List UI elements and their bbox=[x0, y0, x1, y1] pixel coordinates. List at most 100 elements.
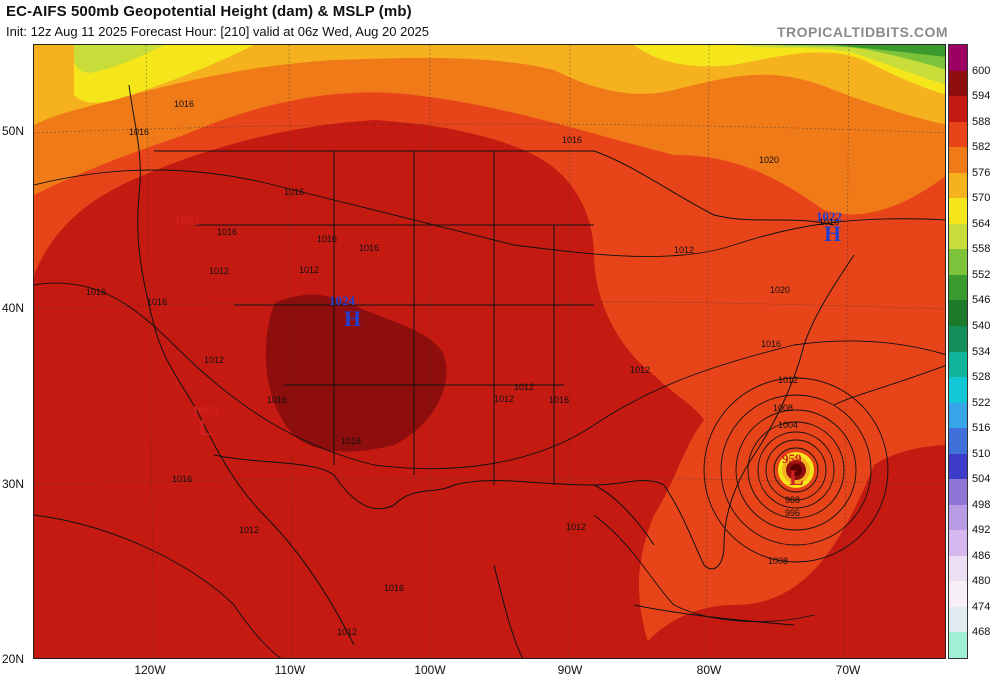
color-scale-segment bbox=[949, 121, 967, 148]
low-marker-hurricane-letter: L bbox=[789, 465, 804, 490]
lat-label: 50N bbox=[2, 124, 25, 138]
high-marker-ne-value: 1022 bbox=[816, 209, 842, 224]
isobar-label: 1012 bbox=[494, 394, 514, 404]
isobar-label: 1012 bbox=[674, 245, 694, 255]
isobar-label: 1012 bbox=[630, 365, 650, 375]
isobar-label: 1012 bbox=[566, 522, 586, 532]
band-600 bbox=[265, 293, 447, 452]
isobar-label: 1016 bbox=[147, 297, 167, 307]
color-scale-label: 570 bbox=[972, 192, 991, 205]
isobar-label: 1016 bbox=[129, 127, 149, 137]
color-scale-segment bbox=[949, 198, 967, 225]
isobar-label: 1012 bbox=[239, 525, 259, 535]
color-scale-label: 468 bbox=[972, 626, 991, 639]
map-subtitle: Init: 12z Aug 11 2025 Forecast Hour: [21… bbox=[6, 24, 430, 39]
isobar-label: 1020 bbox=[770, 285, 790, 295]
color-scale-label: 600 bbox=[972, 64, 991, 77]
isobar-label: 1008 bbox=[773, 403, 793, 413]
map-canvas: H 1024 H 1022 L 959 L 1009 1003 1016 101… bbox=[34, 45, 945, 658]
lon-label: 100W bbox=[414, 663, 446, 677]
color-scale-label: 474 bbox=[972, 600, 991, 613]
coastlines bbox=[128, 84, 855, 658]
lat-label: 30N bbox=[2, 477, 25, 491]
high-marker-plains-value: 1024 bbox=[329, 293, 356, 308]
color-scale-segment bbox=[949, 555, 967, 582]
color-scale-segment bbox=[949, 96, 967, 123]
color-scale-segment bbox=[949, 70, 967, 97]
color-scale-label: 594 bbox=[972, 90, 991, 103]
lon-label: 90W bbox=[557, 663, 583, 677]
color-scale-label: 564 bbox=[972, 217, 991, 230]
band-570 bbox=[34, 45, 945, 95]
color-scale-segment bbox=[949, 428, 967, 455]
color-scale-label: 498 bbox=[972, 498, 991, 511]
isobar-label: 1016 bbox=[359, 243, 379, 253]
isobar-label: 1020 bbox=[759, 155, 779, 165]
color-scale-bar bbox=[948, 44, 968, 659]
isobar-label: 1016 bbox=[267, 395, 287, 405]
high-marker-plains-letter: H bbox=[344, 306, 361, 331]
color-scale-segment bbox=[949, 581, 967, 608]
color-scale-segment bbox=[949, 402, 967, 429]
color-scale-label: 540 bbox=[972, 319, 991, 332]
band-594-west bbox=[107, 191, 458, 425]
color-scale-label: 546 bbox=[972, 294, 991, 307]
isobar-label: 996 bbox=[785, 508, 800, 518]
band-594-east bbox=[635, 445, 945, 658]
isobar-label: 1016 bbox=[549, 395, 569, 405]
color-scale-label: 510 bbox=[972, 447, 991, 460]
isobar-label: 1016 bbox=[341, 436, 361, 446]
graticule bbox=[34, 45, 945, 658]
brand-watermark: TROPICALTIDBITS.COM bbox=[776, 24, 948, 40]
color-scale-label: 522 bbox=[972, 396, 991, 409]
color-scale-label: 558 bbox=[972, 243, 991, 256]
color-scale-segment bbox=[949, 274, 967, 301]
isobar-label: 1016 bbox=[284, 187, 304, 197]
color-scale-label: 516 bbox=[972, 422, 991, 435]
high-marker-ne-letter: H bbox=[824, 221, 841, 246]
isobar-label: 1012 bbox=[514, 382, 534, 392]
isobar-label: 1016 bbox=[317, 234, 337, 244]
color-scale-label: 552 bbox=[972, 268, 991, 281]
isobar-label: 1004 bbox=[778, 420, 798, 430]
isobar-label: 1016 bbox=[384, 583, 404, 593]
color-scale-segment bbox=[949, 632, 967, 659]
isobar-label: 1016 bbox=[761, 339, 781, 349]
isobar-label: 1012 bbox=[204, 355, 224, 365]
color-scale-segment bbox=[949, 351, 967, 378]
pressure-markers: H 1024 H 1022 L 959 L 1009 1003 bbox=[174, 209, 842, 490]
lon-label: 70W bbox=[835, 663, 861, 677]
isobar-label: 1012 bbox=[778, 375, 798, 385]
lon-label: 120W bbox=[134, 663, 166, 677]
low-marker-hurricane-value: 959 bbox=[782, 451, 802, 466]
lat-label: 20N bbox=[2, 652, 25, 666]
color-scale-label: 504 bbox=[972, 473, 991, 486]
band-564-nw bbox=[74, 45, 164, 73]
isobar-label: 1016 bbox=[819, 217, 839, 227]
color-scale-segment bbox=[949, 147, 967, 174]
low-marker-sw-letter: L bbox=[198, 415, 213, 440]
color-scale-segment bbox=[949, 453, 967, 480]
color-scale-segment bbox=[949, 172, 967, 199]
color-scale-segment bbox=[949, 479, 967, 506]
low-marker-nw-value: 1003 bbox=[174, 213, 201, 228]
color-scale-label: 528 bbox=[972, 371, 991, 384]
isobar-label: 1016 bbox=[562, 135, 582, 145]
color-scale-label: 492 bbox=[972, 524, 991, 537]
isobar-label: 988 bbox=[785, 495, 800, 505]
low-marker-sw-value: 1009 bbox=[192, 403, 219, 418]
lon-label: 110W bbox=[274, 663, 306, 677]
isobar-label: 1016 bbox=[172, 474, 192, 484]
color-scale-segment bbox=[949, 45, 967, 71]
isobar-label: 1012 bbox=[299, 265, 319, 275]
isobar-label: 1012 bbox=[337, 627, 357, 637]
color-scale-segment bbox=[949, 223, 967, 250]
color-scale-segment bbox=[949, 249, 967, 276]
isobar-label: 1008 bbox=[768, 556, 788, 566]
hurricane-core bbox=[778, 452, 814, 488]
color-scale-segment bbox=[949, 377, 967, 404]
lon-label: 80W bbox=[696, 663, 722, 677]
color-scale-segment bbox=[949, 606, 967, 633]
color-scale-label: 486 bbox=[972, 549, 991, 562]
band-582 bbox=[34, 45, 945, 215]
